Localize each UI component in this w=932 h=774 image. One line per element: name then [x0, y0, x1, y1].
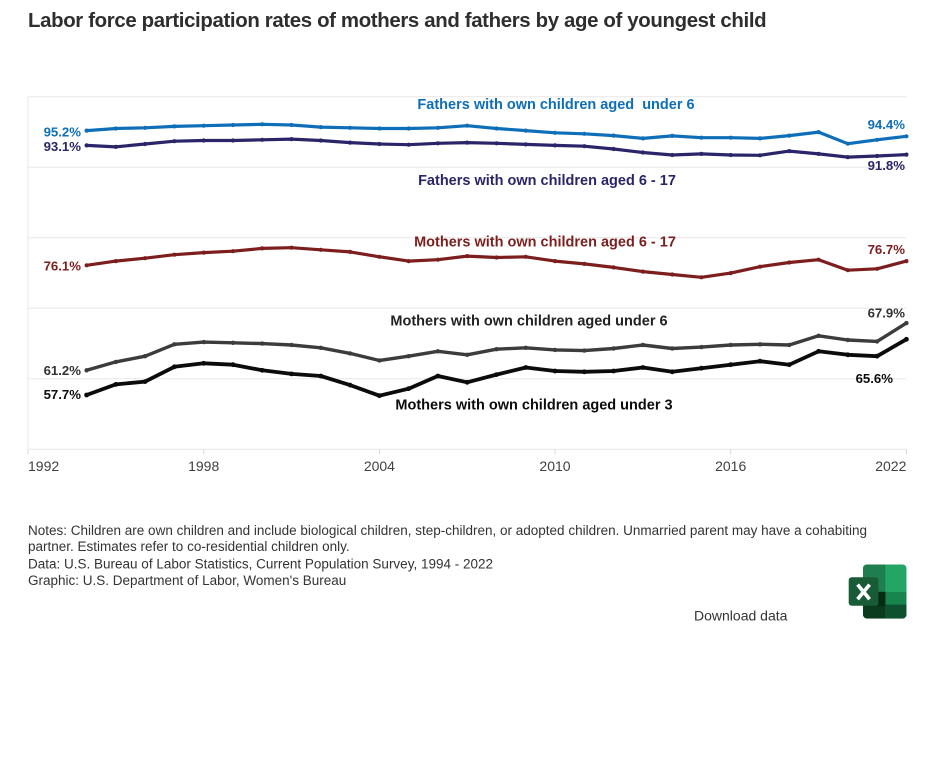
svg-text:Mothers with own children aged: Mothers with own children aged under 6 — [390, 314, 667, 330]
svg-text:Graphic: U.S. Department of La: Graphic: U.S. Department of Labor, Women… — [28, 573, 346, 588]
svg-text:Mothers with own children aged: Mothers with own children aged under 3 — [395, 398, 672, 414]
svg-text:1992: 1992 — [28, 458, 59, 474]
svg-text:Fathers with own children aged: Fathers with own children aged under 6 — [417, 97, 694, 113]
svg-text:Mothers with own children aged: Mothers with own children aged 6 - 17 — [414, 235, 676, 251]
svg-text:2022: 2022 — [875, 458, 906, 474]
svg-text:76.7%: 76.7% — [868, 242, 906, 257]
svg-text:91.8%: 91.8% — [868, 158, 906, 173]
svg-text:93.1%: 93.1% — [44, 139, 82, 154]
svg-text:2010: 2010 — [539, 458, 570, 474]
svg-text:67.9%: 67.9% — [868, 306, 906, 321]
svg-text:partner. Estimates refer to co: partner. Estimates refer to co-residenti… — [28, 539, 350, 554]
svg-text:Data: U.S. Bureau of Labor Sta: Data: U.S. Bureau of Labor Statistics, C… — [28, 557, 493, 572]
svg-text:65.6%: 65.6% — [856, 371, 894, 386]
svg-text:76.1%: 76.1% — [44, 259, 82, 274]
svg-text:Fathers with own children aged: Fathers with own children aged 6 - 17 — [418, 173, 676, 189]
svg-text:61.2%: 61.2% — [44, 363, 82, 378]
svg-text:Notes: Children are own childr: Notes: Children are own children and inc… — [28, 523, 867, 538]
svg-text:1998: 1998 — [188, 458, 219, 474]
svg-text:2004: 2004 — [364, 458, 395, 474]
svg-text:Labor force participation rate: Labor force participation rates of mothe… — [28, 10, 766, 32]
svg-text:95.2%: 95.2% — [44, 125, 82, 140]
svg-text:Download data: Download data — [694, 608, 788, 624]
svg-text:57.7%: 57.7% — [44, 387, 82, 402]
svg-text:94.4%: 94.4% — [868, 117, 906, 132]
svg-text:2016: 2016 — [715, 458, 746, 474]
